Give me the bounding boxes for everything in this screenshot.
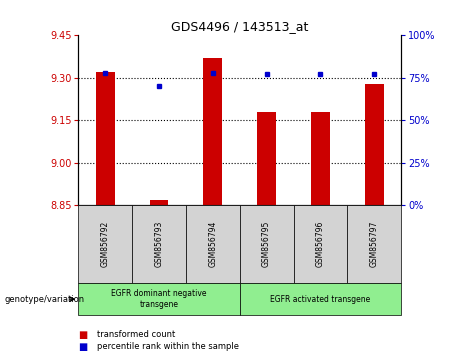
- Text: GSM856797: GSM856797: [370, 221, 378, 268]
- Bar: [311, 112, 330, 205]
- Bar: [203, 58, 222, 205]
- Bar: [96, 72, 115, 205]
- Text: percentile rank within the sample: percentile rank within the sample: [97, 342, 239, 352]
- Text: EGFR activated transgene: EGFR activated transgene: [270, 295, 371, 304]
- Text: transformed count: transformed count: [97, 330, 175, 339]
- Bar: [257, 112, 276, 205]
- Text: EGFR dominant negative
transgene: EGFR dominant negative transgene: [111, 290, 207, 309]
- Title: GDS4496 / 143513_at: GDS4496 / 143513_at: [171, 20, 308, 33]
- Text: GSM856796: GSM856796: [316, 221, 325, 268]
- Text: GSM856795: GSM856795: [262, 221, 271, 268]
- Text: ■: ■: [78, 342, 88, 352]
- Text: GSM856794: GSM856794: [208, 221, 217, 268]
- Text: ■: ■: [78, 330, 88, 339]
- Text: genotype/variation: genotype/variation: [5, 295, 85, 304]
- Text: GSM856793: GSM856793: [154, 221, 164, 268]
- Bar: [150, 200, 168, 205]
- Text: GSM856792: GSM856792: [101, 221, 110, 267]
- Bar: [365, 84, 384, 205]
